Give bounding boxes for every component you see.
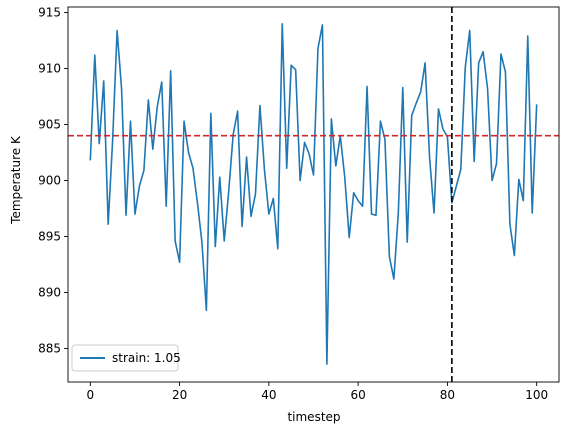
series-line-0: [89, 22, 538, 365]
y-tick-label: 905: [38, 118, 61, 132]
y-tick-label: 890: [38, 285, 61, 299]
legend-label: strain: 1.05: [112, 351, 181, 365]
axes-frame: [67, 6, 560, 383]
x-axis-label: timestep: [287, 410, 340, 424]
x-tick-label: 40: [261, 388, 276, 402]
y-tick-label: 885: [38, 341, 61, 355]
y-axis-label: Temperature K: [9, 135, 23, 225]
y-tick-label: 910: [38, 62, 61, 76]
y-tick-label: 915: [38, 6, 61, 20]
x-tick-label: 100: [525, 388, 548, 402]
y-tick-label: 900: [38, 174, 61, 188]
y-tick-label: 895: [38, 229, 61, 243]
x-tick-label: 60: [350, 388, 365, 402]
x-tick-label: 80: [440, 388, 455, 402]
legend-frame: [71, 344, 179, 372]
plot-area: 0 20 40 60 80 100 885 890 895 900 905 910 915: [38, 6, 560, 402]
x-tick-label: 0: [86, 388, 94, 402]
x-tick-label: 20: [172, 388, 187, 402]
legend: strain: 1.05: [71, 344, 181, 372]
